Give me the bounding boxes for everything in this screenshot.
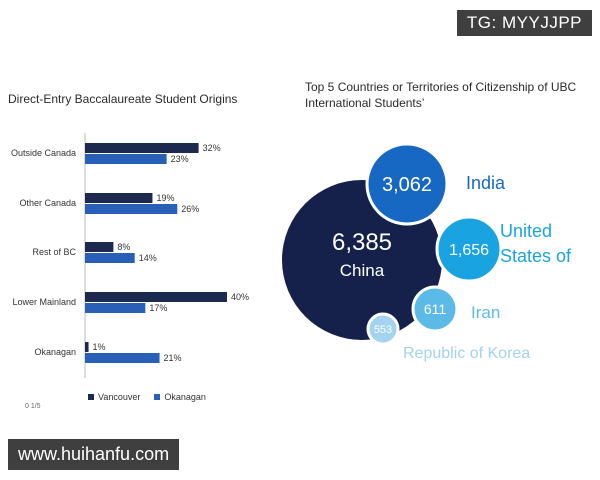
bubble-value-china: 6,385 bbox=[332, 229, 392, 256]
bubble-country-label-states-of: States of bbox=[500, 246, 572, 266]
legend-swatch-okanagan bbox=[154, 394, 161, 400]
bar-okanagan-0 bbox=[85, 154, 167, 164]
bubble-india bbox=[365, 142, 449, 226]
legend-item-okanagan: Okanagan bbox=[154, 392, 206, 402]
category-label-other-canada: Other Canada bbox=[19, 198, 76, 208]
legend-label-okanagan: Okanagan bbox=[164, 392, 206, 402]
bar-value-label-vancouver-3: 40% bbox=[231, 292, 249, 302]
category-label-okanagan: Okanagan bbox=[34, 347, 76, 357]
bar-okanagan-1 bbox=[85, 204, 178, 214]
bubble-country-label-india: India bbox=[466, 173, 506, 193]
bubble-country-label-united: United bbox=[500, 221, 552, 241]
bar-okanagan-2 bbox=[85, 253, 135, 263]
legend-swatch-vancouver bbox=[88, 394, 94, 400]
bubble-united-states-of bbox=[435, 215, 503, 283]
bar-vancouver-3 bbox=[85, 292, 227, 302]
bar-vancouver-4 bbox=[85, 342, 89, 352]
bubble-value-republic-of-korea: 553 bbox=[374, 324, 392, 336]
category-label-outside-canada: Outside Canada bbox=[11, 148, 76, 158]
bubble-country-label-republic-of-korea: Republic of Korea bbox=[403, 345, 530, 362]
bubble-value-united-states-of: 1,656 bbox=[449, 242, 489, 259]
bar-chart-legend: Vancouver Okanagan bbox=[88, 392, 206, 402]
watermark-top: TG: MYYJJPP bbox=[456, 10, 592, 36]
bar-value-label-okanagan-4: 21% bbox=[164, 353, 182, 363]
bar-okanagan-4 bbox=[85, 353, 160, 363]
category-label-rest-of-bc: Rest of BC bbox=[32, 247, 76, 257]
bubble-chart-title: Top 5 Countries or Territories of Citize… bbox=[305, 80, 577, 110]
bubble-country-label-china: China bbox=[340, 261, 385, 280]
bar-value-label-vancouver-0: 32% bbox=[203, 143, 221, 153]
watermark-bottom: www.huihanfu.com bbox=[8, 439, 180, 470]
bar-value-label-vancouver-1: 19% bbox=[156, 193, 174, 203]
bar-value-label-okanagan-0: 23% bbox=[171, 154, 189, 164]
bar-chart-title: Direct-Entry Baccalaureate Student Origi… bbox=[8, 92, 238, 106]
cut-off-axis-label: 0 1/5 bbox=[25, 403, 41, 410]
category-label-lower-mainland: Lower Mainland bbox=[12, 297, 76, 307]
bar-value-label-okanagan-2: 14% bbox=[139, 253, 157, 263]
bubble-value-iran: 611 bbox=[424, 301, 447, 317]
bar-vancouver-1 bbox=[85, 193, 153, 203]
legend-label-vancouver: Vancouver bbox=[98, 392, 141, 402]
bubble-country-label-iran: Iran bbox=[471, 303, 500, 322]
bar-value-label-vancouver-2: 8% bbox=[117, 242, 130, 252]
bubble-value-india: 3,062 bbox=[382, 174, 432, 196]
bubble-iran bbox=[411, 285, 459, 333]
legend-item-vancouver: Vancouver bbox=[88, 392, 140, 402]
bar-vancouver-2 bbox=[85, 242, 114, 252]
bar-okanagan-3 bbox=[85, 303, 146, 313]
bar-value-label-okanagan-1: 26% bbox=[181, 204, 199, 214]
bar-vancouver-0 bbox=[85, 143, 199, 153]
bar-value-label-okanagan-3: 17% bbox=[149, 303, 167, 313]
bar-value-label-vancouver-4: 1% bbox=[93, 342, 106, 352]
bubble-republic-of-korea bbox=[366, 312, 400, 346]
